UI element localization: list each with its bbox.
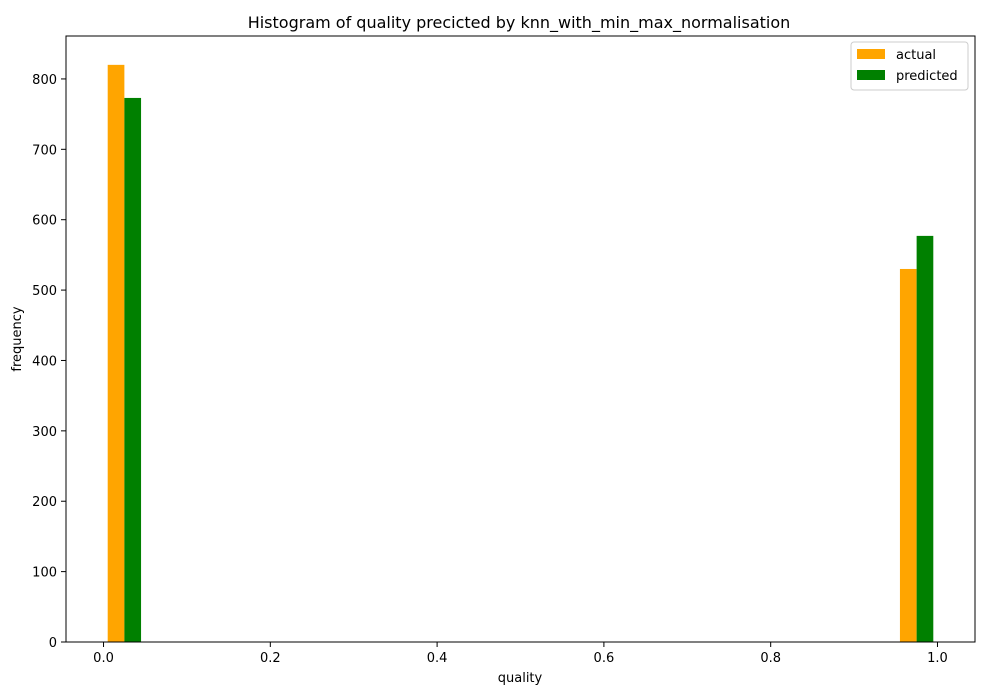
x-tick-label: 0.6 <box>594 651 615 666</box>
y-tick-label: 400 <box>32 354 57 369</box>
y-tick-label: 100 <box>32 566 57 581</box>
bars-group <box>107 64 934 643</box>
y-tick-label: 500 <box>32 284 57 299</box>
bar-actual-0 <box>107 64 125 643</box>
x-tick-label: 0.0 <box>93 651 114 666</box>
x-tick-label: 1.0 <box>927 651 948 666</box>
legend-label-actual: actual <box>896 48 936 63</box>
legend: actual predicted <box>850 41 969 91</box>
legend-swatch-predicted <box>857 70 885 80</box>
bar-predicted-0 <box>124 97 142 643</box>
x-axis-label: quality <box>498 671 543 686</box>
y-tick-label: 0 <box>49 636 57 651</box>
chart-title: Histogram of quality precicted by knn_wi… <box>248 13 791 33</box>
y-tick-label: 300 <box>32 425 57 440</box>
y-tick-label: 600 <box>32 214 57 229</box>
y-tick-label: 800 <box>32 73 57 88</box>
legend-swatch-actual <box>857 49 885 59</box>
x-tick-label: 0.4 <box>427 651 448 666</box>
legend-label-predicted: predicted <box>896 69 958 84</box>
plot-frame <box>65 35 976 643</box>
x-axis-ticks: 0.0 0.2 0.4 0.6 0.8 1.0 <box>93 642 948 666</box>
y-axis-ticks: 0 100 200 300 400 500 600 700 800 <box>32 73 66 651</box>
bar-predicted-1 <box>916 235 934 643</box>
y-tick-label: 200 <box>32 495 57 510</box>
y-tick-label: 700 <box>32 143 57 158</box>
bar-actual-1 <box>899 268 917 642</box>
y-axis-label: frequency <box>10 306 25 372</box>
x-tick-label: 0.8 <box>760 651 781 666</box>
x-tick-label: 0.2 <box>260 651 281 666</box>
